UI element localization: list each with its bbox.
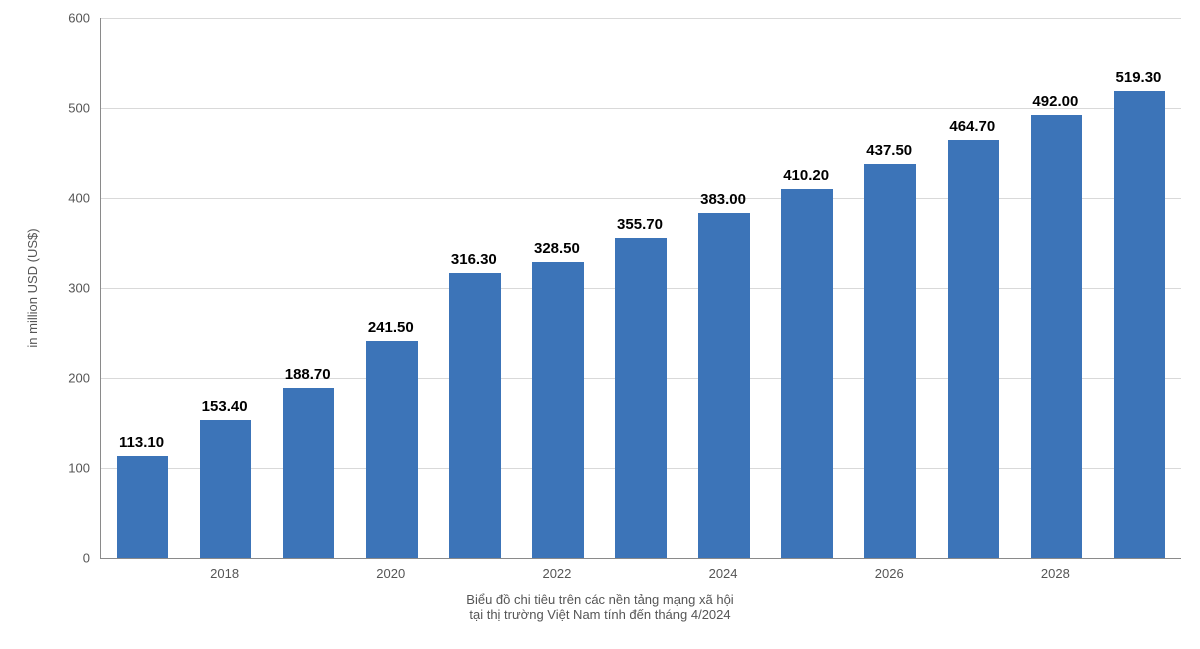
y-tick-label: 100 bbox=[30, 461, 90, 476]
gridline bbox=[101, 18, 1181, 19]
x-tick-label: 2018 bbox=[210, 566, 239, 581]
plot-area bbox=[100, 18, 1181, 559]
y-tick-label: 500 bbox=[30, 101, 90, 116]
gridline bbox=[101, 108, 1181, 109]
chart-caption: Biểu đồ chi tiêu trên các nền tảng mạng … bbox=[0, 592, 1200, 622]
bar bbox=[615, 238, 667, 558]
x-tick-label: 2028 bbox=[1041, 566, 1070, 581]
x-tick-label: 2022 bbox=[542, 566, 571, 581]
bar-value-label: 355.70 bbox=[617, 216, 663, 233]
bar-value-label: 492.00 bbox=[1032, 93, 1078, 110]
gridline bbox=[101, 198, 1181, 199]
bar-value-label: 188.70 bbox=[285, 366, 331, 383]
bar bbox=[449, 273, 501, 558]
bar bbox=[1031, 115, 1083, 558]
bar bbox=[366, 341, 418, 558]
bar-value-label: 316.30 bbox=[451, 251, 497, 268]
x-tick-label: 2026 bbox=[875, 566, 904, 581]
x-tick-label: 2020 bbox=[376, 566, 405, 581]
bar bbox=[781, 189, 833, 558]
bar bbox=[1114, 91, 1166, 558]
bar-value-label: 328.50 bbox=[534, 240, 580, 257]
bar-value-label: 153.40 bbox=[202, 398, 248, 415]
bar-value-label: 410.20 bbox=[783, 167, 829, 184]
y-tick-label: 200 bbox=[30, 371, 90, 386]
y-tick-label: 0 bbox=[30, 551, 90, 566]
bar-value-label: 437.50 bbox=[866, 142, 912, 159]
y-tick-label: 300 bbox=[30, 281, 90, 296]
bar bbox=[948, 140, 1000, 558]
y-tick-label: 400 bbox=[30, 191, 90, 206]
bar bbox=[200, 420, 252, 558]
bar-value-label: 464.70 bbox=[949, 118, 995, 135]
bar-value-label: 519.30 bbox=[1116, 69, 1162, 86]
bar bbox=[532, 262, 584, 558]
bar-chart: in million USD (US$) Biểu đồ chi tiêu tr… bbox=[0, 0, 1200, 649]
bar-value-label: 113.10 bbox=[119, 434, 164, 451]
bar-value-label: 241.50 bbox=[368, 319, 414, 336]
bar bbox=[117, 456, 169, 558]
y-tick-label: 600 bbox=[30, 11, 90, 26]
x-tick-label: 2024 bbox=[709, 566, 738, 581]
bar bbox=[698, 213, 750, 558]
bar-value-label: 383.00 bbox=[700, 191, 746, 208]
bar bbox=[864, 164, 916, 558]
bar bbox=[283, 388, 335, 558]
